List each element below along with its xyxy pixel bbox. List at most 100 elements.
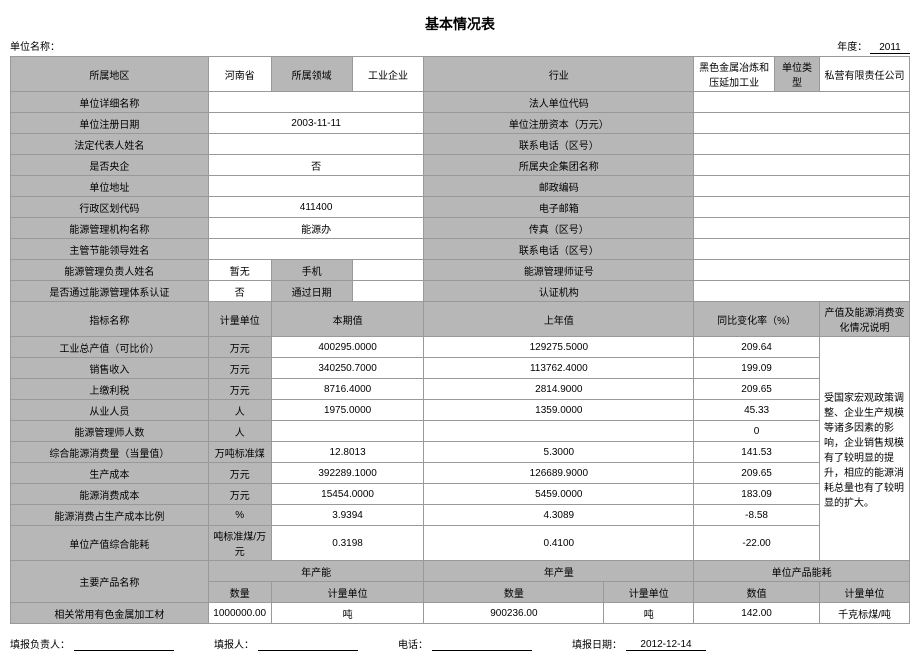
metric-current-header: 本期值 — [271, 302, 424, 337]
metric-name: 工业总产值（可比价） — [11, 337, 209, 358]
domain-value: 工业企业 — [352, 57, 424, 92]
ue-unit-label: 计量单位 — [820, 582, 910, 603]
metric-yoy: 141.53 — [694, 442, 820, 463]
metric-unit: 人 — [208, 421, 271, 442]
metric-cur — [271, 421, 424, 442]
reg-capital-value — [694, 113, 910, 134]
legal-code-label: 法人单位代码 — [424, 92, 694, 113]
energy-leader-value — [208, 239, 424, 260]
address-label: 单位地址 — [11, 176, 209, 197]
page-title: 基本情况表 — [10, 14, 910, 34]
fax-value — [694, 218, 910, 239]
metric-yoy: -22.00 — [694, 526, 820, 561]
admin-code-label: 行政区划代码 — [11, 197, 209, 218]
metric-note-header: 产值及能源消费变化情况说明 — [820, 302, 910, 337]
metric-prev: 0.4100 — [424, 526, 694, 561]
metric-name: 单位产值综合能耗 — [11, 526, 209, 561]
metric-cur: 3.9394 — [271, 505, 424, 526]
energy-org-label: 能源管理机构名称 — [11, 218, 209, 239]
metric-cur: 1975.0000 — [271, 400, 424, 421]
unit-type-label: 单位类型 — [775, 57, 820, 92]
phone-value — [694, 134, 910, 155]
metric-name: 综合能源消费量（当量值） — [11, 442, 209, 463]
reg-capital-label: 单位注册资本（万元） — [424, 113, 694, 134]
metric-yoy: 209.65 — [694, 463, 820, 484]
pass-date-value — [352, 281, 424, 302]
metric-note-text: 受国家宏观政策调整、企业生产规模等诸多因素的影响，企业销售规模有了较明显的提升，… — [820, 337, 910, 561]
admin-code-value: 411400 — [208, 197, 424, 218]
metric-prev: 113762.4000 — [424, 358, 694, 379]
metric-prev: 5.3000 — [424, 442, 694, 463]
metric-yoy-header: 同比变化率（%） — [694, 302, 820, 337]
address-value — [208, 176, 424, 197]
metric-prev — [424, 421, 694, 442]
energy-cert-label: 能源管理师证号 — [424, 260, 694, 281]
cap-unit-label: 计量单位 — [271, 582, 424, 603]
industry-value: 黑色金属冶炼和压延加工业 — [694, 57, 775, 92]
pass-date-label: 通过日期 — [271, 281, 352, 302]
cert-org-value — [694, 281, 910, 302]
basic-info-table: 所属地区 河南省 所属领域 工业企业 行业 黑色金属冶炼和压延加工业 单位类型 … — [10, 56, 910, 624]
metric-unit-header: 计量单位 — [208, 302, 271, 337]
metric-unit: 人 — [208, 400, 271, 421]
metric-name: 从业人员 — [11, 400, 209, 421]
metric-unit: 万元 — [208, 358, 271, 379]
metric-prev: 1359.0000 — [424, 400, 694, 421]
metric-prev: 5459.0000 — [424, 484, 694, 505]
energy-leader-label: 主管节能领导姓名 — [11, 239, 209, 260]
date-value: 2012-12-14 — [626, 639, 706, 651]
detail-name-value — [208, 92, 424, 113]
metric-cur: 12.8013 — [271, 442, 424, 463]
sys-cert-value: 否 — [208, 281, 271, 302]
ue-value-label: 数值 — [694, 582, 820, 603]
postcode-label: 邮政编码 — [424, 176, 694, 197]
product-out-label: 年产量 — [424, 561, 694, 582]
phone-label-footer: 电话： — [398, 636, 428, 651]
out-unit-label: 计量单位 — [604, 582, 694, 603]
filler-label: 填报人： — [214, 636, 254, 651]
energy-mgr-value: 暂无 — [208, 260, 271, 281]
legal-rep-label: 法定代表人姓名 — [11, 134, 209, 155]
metric-unit: % — [208, 505, 271, 526]
energy-cert-value — [694, 260, 910, 281]
metric-unit: 万元 — [208, 484, 271, 505]
product-cap-label: 年产能 — [208, 561, 424, 582]
metric-cur: 400295.0000 — [271, 337, 424, 358]
metric-yoy: 0 — [694, 421, 820, 442]
metric-cur: 340250.7000 — [271, 358, 424, 379]
sys-cert-label: 是否通过能源管理体系认证 — [11, 281, 209, 302]
mobile-value — [352, 260, 424, 281]
domain-label: 所属领域 — [271, 57, 352, 92]
product-main-label: 主要产品名称 — [11, 561, 209, 603]
email-label: 电子邮箱 — [424, 197, 694, 218]
metric-cur: 392289.1000 — [271, 463, 424, 484]
reg-date-value: 2003-11-11 — [208, 113, 424, 134]
postcode-value — [694, 176, 910, 197]
metric-name-header: 指标名称 — [11, 302, 209, 337]
detail-name-label: 单位详细名称 — [11, 92, 209, 113]
metric-prev: 2814.9000 — [424, 379, 694, 400]
mobile-label: 手机 — [271, 260, 352, 281]
product-name: 相关常用有色金属加工材 — [11, 603, 209, 624]
industry-label: 行业 — [424, 57, 694, 92]
central-value: 否 — [208, 155, 424, 176]
cap-unit: 吨 — [271, 603, 424, 624]
out-qty: 900236.00 — [424, 603, 604, 624]
metric-unit: 吨标准煤/万元 — [208, 526, 271, 561]
metric-unit: 万吨标准煤 — [208, 442, 271, 463]
metric-unit: 万元 — [208, 337, 271, 358]
region-label: 所属地区 — [11, 57, 209, 92]
metric-cur: 0.3198 — [271, 526, 424, 561]
out-qty-label: 数量 — [424, 582, 604, 603]
metric-yoy: 45.33 — [694, 400, 820, 421]
metric-prev-header: 上年值 — [424, 302, 694, 337]
metric-name: 生产成本 — [11, 463, 209, 484]
metric-prev: 126689.9000 — [424, 463, 694, 484]
footer: 填报负责人： 填报人： 电话： 填报日期：2012-12-14 — [10, 636, 910, 651]
contact-phone-value — [694, 239, 910, 260]
year-label: 年度： — [837, 38, 867, 53]
metric-yoy: 209.65 — [694, 379, 820, 400]
region-value: 河南省 — [208, 57, 271, 92]
metric-unit: 万元 — [208, 379, 271, 400]
metric-prev: 129275.5000 — [424, 337, 694, 358]
